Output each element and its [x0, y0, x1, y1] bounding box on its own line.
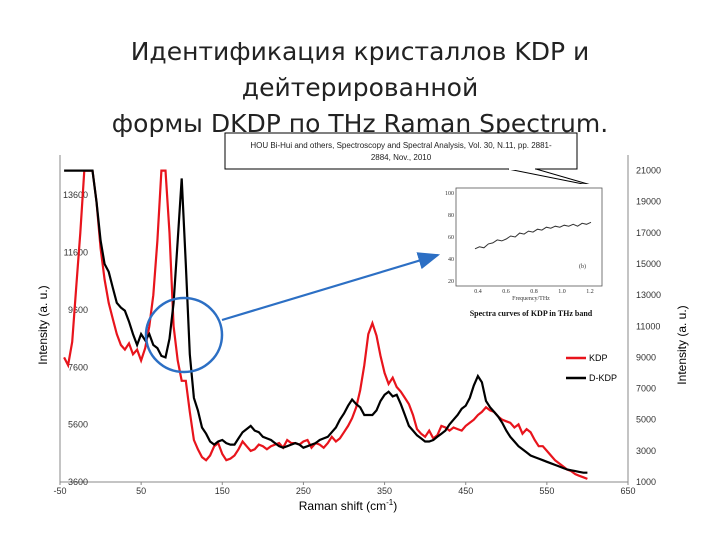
highlight-circle — [144, 296, 224, 374]
x-tick-label: 50 — [136, 486, 146, 496]
x-tick-label: -50 — [53, 486, 66, 496]
y-right-tick-label: 15000 — [636, 259, 661, 269]
inset-y-tick: 80 — [448, 213, 454, 219]
pointer-arrow — [221, 252, 441, 322]
legend: KDP D-KDP — [566, 353, 617, 383]
x-tick-label: 650 — [620, 486, 635, 496]
y-right-tick-label: 1000 — [636, 477, 656, 487]
inset-x-tick: 1.2 — [586, 289, 594, 295]
y-axis-right-title: Intensity (a. u.) — [675, 305, 689, 384]
inset-x-tick: 0.6 — [502, 289, 510, 295]
x-tick-label: 150 — [215, 486, 230, 496]
x-axis-title: Raman shift (cm-1) — [299, 498, 397, 513]
y-right-tick-label: 9000 — [636, 352, 656, 362]
inset-x-tick: 0.8 — [530, 289, 538, 295]
inset-x-tick: 0.4 — [474, 289, 482, 295]
y-right-tick-label: 19000 — [636, 197, 661, 207]
citation-callout: HOU Bi-Hui and others, Spectroscopy and … — [224, 132, 599, 188]
y-left-tick-label: 11600 — [64, 248, 88, 258]
y-right-tick-label: 11000 — [636, 321, 660, 331]
citation-line-1: HOU Bi-Hui and others, Spectroscopy and … — [250, 141, 552, 150]
inset-axes — [455, 187, 603, 287]
title-line-1: Идентификация кристаллов KDP и дейтериро… — [130, 37, 590, 102]
x-tick-label: 350 — [377, 486, 392, 496]
legend-kdp-label: KDP — [589, 353, 608, 363]
inset-curve — [474, 221, 592, 250]
y-left-tick-label: 13600 — [63, 190, 88, 200]
inset-figure: 100 80 60 40 20 0.4 0.6 0.8 1.0 1.2 (b) Frequenc… — [438, 184, 612, 326]
y-right-tick-label: 7000 — [636, 384, 656, 394]
y-left-tick-labels: 3600 5600 7600 9600 11600 13600 — [63, 190, 88, 487]
inset-y-tick: 40 — [448, 257, 454, 263]
y-right-tick-label: 13000 — [636, 290, 661, 300]
inset-caption: Spectra curves of KDP in THz band — [470, 309, 593, 318]
x-tick-label: 250 — [296, 486, 311, 496]
y-right-tick-label: 17000 — [636, 228, 661, 238]
inset-y-tick: 60 — [448, 235, 454, 241]
y-left-tick-label: 7600 — [68, 362, 88, 372]
x-tick-label: 450 — [458, 486, 473, 496]
inset-y-tick: 100 — [445, 191, 454, 197]
y-right-tick-label: 5000 — [636, 415, 656, 425]
citation-box — [224, 132, 578, 170]
inset-annotation: (b) — [579, 263, 586, 270]
y-left-tick-label: 9600 — [68, 305, 88, 315]
y-left-tick-label: 3600 — [68, 477, 88, 487]
x-tick-labels: -50 50 150 250 350 450 550 650 — [53, 482, 636, 496]
inset-y-tick: 20 — [448, 279, 454, 285]
inset-x-tick: 1.0 — [558, 289, 566, 295]
legend-dkdp-label: D-KDP — [589, 373, 617, 383]
inset-x-label: Frequency/THz — [512, 296, 550, 302]
y-right-tick-label: 21000 — [636, 166, 661, 176]
citation-line-2: 2884, Nov., 2010 — [371, 153, 432, 162]
y-right-tick-labels: 1000 3000 5000 7000 9000 11000 13000 15000 17000… — [636, 166, 661, 487]
y-right-tick-label: 3000 — [636, 446, 656, 456]
inset-background — [438, 184, 612, 326]
series-dkdp-line — [64, 169, 588, 474]
x-tick-label: 550 — [539, 486, 554, 496]
y-left-tick-label: 5600 — [68, 420, 88, 430]
y-axis-left-title: Intensity (a. u.) — [36, 285, 50, 364]
